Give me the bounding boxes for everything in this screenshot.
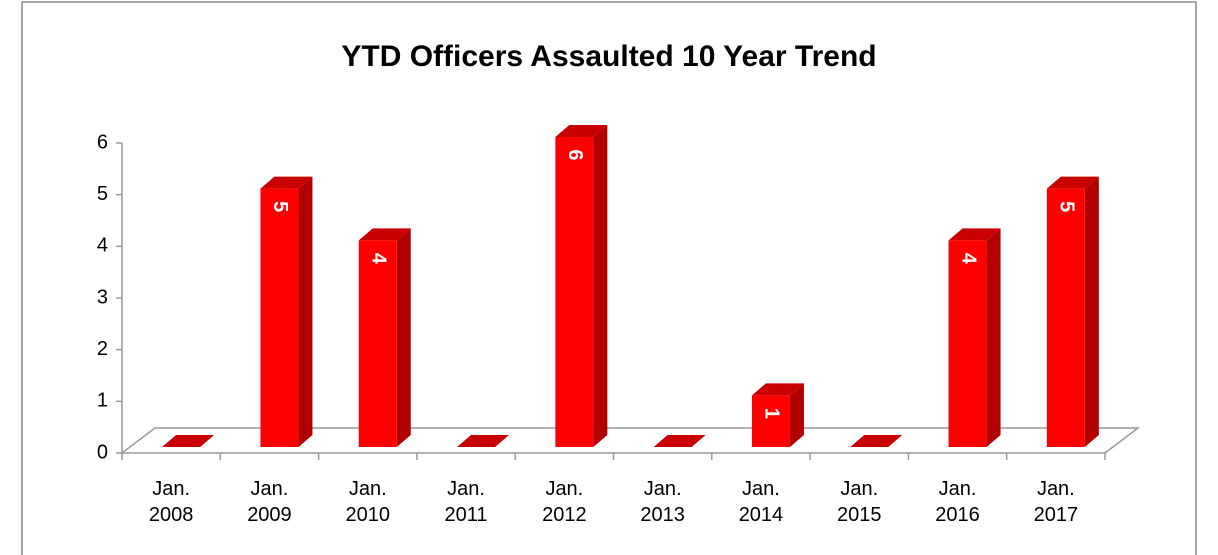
bar <box>260 176 313 447</box>
x-tick-label: Jan. 2012 <box>542 478 587 526</box>
x-tick-label: Jan. 2017 <box>1033 478 1079 526</box>
bar-front <box>555 137 594 447</box>
x-tick-label: Jan. 2015 <box>837 478 882 526</box>
bar <box>555 125 608 447</box>
bar <box>358 228 411 447</box>
bar-top <box>850 435 903 447</box>
bar-front <box>948 240 987 447</box>
x-tick-label: Jan. 2011 <box>444 478 488 526</box>
bar-top <box>751 383 804 396</box>
bar-top <box>1046 176 1099 189</box>
value-label: 4 <box>957 253 979 265</box>
bar-side <box>1084 176 1099 447</box>
bar-side <box>298 176 313 447</box>
x-tick-label: Jan. 2010 <box>345 478 391 526</box>
bar <box>653 435 706 447</box>
value-label: 5 <box>1056 201 1078 212</box>
x-tick-label: Jan. 2013 <box>640 478 685 526</box>
bar-front <box>1046 188 1085 447</box>
bar-side <box>396 228 411 447</box>
bar-front <box>751 395 790 447</box>
bar <box>948 228 1001 447</box>
bar <box>850 435 903 447</box>
bar-side <box>986 228 1001 447</box>
bar-top <box>457 435 510 447</box>
value-label: 6 <box>564 149 586 160</box>
bar-top <box>260 176 313 189</box>
y-tick-label: 2 <box>97 338 108 360</box>
bar-side <box>789 383 804 447</box>
bar <box>1046 176 1099 447</box>
value-label: 1 <box>761 408 783 419</box>
bar-top <box>358 228 411 241</box>
x-tick-label: Jan. 2008 <box>148 478 194 526</box>
x-tick-label: Jan. 2009 <box>247 478 292 526</box>
x-tick-label: Jan. 2014 <box>738 478 784 526</box>
bar-top <box>162 435 215 447</box>
y-tick-label: 4 <box>97 235 108 257</box>
floor <box>119 427 1141 454</box>
chart-title: YTD Officers Assaulted 10 Year Trend <box>341 40 876 73</box>
y-tick-label: 1 <box>97 390 108 412</box>
x-tick-label: Jan. 2016 <box>935 478 980 526</box>
y-tick-label: 6 <box>97 131 108 153</box>
value-label: 4 <box>367 253 389 265</box>
bar-top <box>653 435 706 447</box>
value-label: 5 <box>269 201 291 212</box>
bar-top <box>555 125 608 137</box>
bar <box>751 383 804 447</box>
bar-top <box>948 228 1001 241</box>
y-tick-label: 0 <box>97 441 108 463</box>
bar-side <box>593 125 608 447</box>
y-tick-label: 3 <box>97 286 108 308</box>
bar-front <box>358 240 397 447</box>
bar-front <box>260 188 299 447</box>
bar <box>457 435 510 447</box>
chart-border <box>21 1 1197 555</box>
y-tick-label: 5 <box>97 183 108 205</box>
bar <box>162 435 215 447</box>
